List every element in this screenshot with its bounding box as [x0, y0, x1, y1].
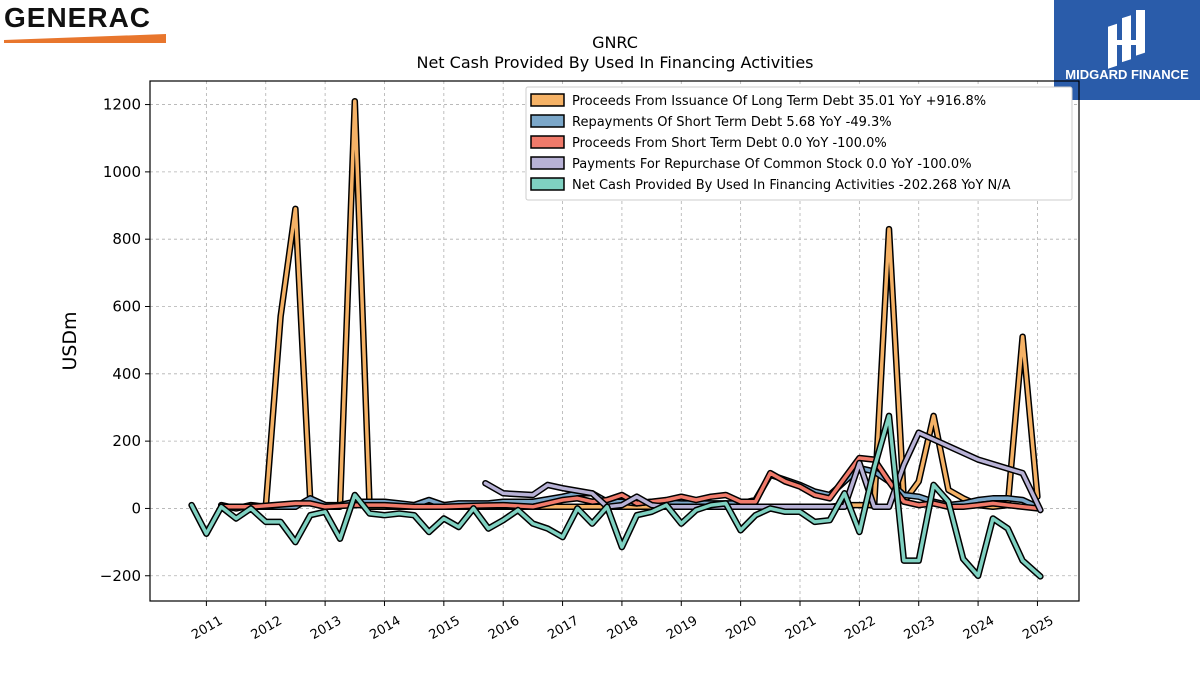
y-tick-label: 200 [112, 432, 141, 450]
legend-label-3: Payments For Repurchase Of Common Stock … [572, 157, 972, 172]
x-tick-label: 2023 [902, 613, 938, 643]
legend: Proceeds From Issuance Of Long Term Debt… [525, 86, 1073, 201]
x-tick-label: 2017 [545, 613, 581, 643]
midgard-mark-icon [1108, 10, 1145, 69]
legend-label-2: Proceeds From Short Term Debt 0.0 YoY -1… [572, 136, 887, 151]
legend-label-1: Repayments Of Short Term Debt 5.68 YoY -… [572, 115, 892, 130]
chart-subtitle: Net Cash Provided By Used In Financing A… [416, 53, 813, 72]
y-tick-label: 1200 [103, 96, 141, 114]
x-tick-label: 2021 [783, 613, 819, 643]
x-tick-label: 2019 [664, 613, 700, 643]
y-tick-label: 800 [112, 230, 141, 248]
legend-swatch-3 [530, 156, 565, 170]
y-tick-label: 400 [112, 365, 141, 383]
generac-swoosh-icon [4, 34, 166, 43]
x-tick-label: 2025 [1020, 613, 1056, 643]
midgard-finance-logo: MIDGARD FINANCE [1054, 0, 1200, 100]
x-tick-label: 2020 [723, 613, 759, 643]
x-tick-label: 2016 [486, 613, 522, 643]
legend-swatch-4 [530, 177, 565, 191]
x-tick-label: 2014 [367, 613, 403, 643]
generac-logo: GENERAC [4, 4, 174, 44]
legend-label-4: Net Cash Provided By Used In Financing A… [572, 178, 1011, 193]
y-tick-label: −200 [100, 567, 141, 585]
plot-frame [149, 80, 1080, 602]
y-axis-label: USDm [59, 311, 81, 370]
series-line-2 [219, 456, 1040, 511]
x-tick-label: 2018 [605, 613, 641, 643]
series-line-4 [189, 414, 1043, 579]
x-tick-label: 2015 [427, 613, 463, 643]
x-tick-label: 2013 [308, 613, 344, 643]
x-tick-label: 2022 [842, 613, 878, 643]
y-tick-label: 600 [112, 298, 141, 316]
legend-swatch-0 [530, 93, 565, 107]
generac-logo-text: GENERAC [4, 2, 152, 33]
legend-box [525, 86, 1073, 201]
y-tick-label: 1000 [103, 163, 141, 181]
midgard-finance-logo-text: MIDGARD FINANCE [1065, 67, 1189, 82]
chart-title: GNRC [592, 33, 638, 52]
x-tick-label: 2012 [249, 613, 285, 643]
legend-label-0: Proceeds From Issuance Of Long Term Debt… [572, 94, 986, 109]
legend-swatch-1 [530, 114, 565, 128]
y-tick-label: 0 [131, 499, 141, 517]
legend-swatch-2 [530, 135, 565, 149]
x-tick-label: 2011 [189, 613, 225, 643]
x-tick-label: 2024 [961, 613, 997, 643]
